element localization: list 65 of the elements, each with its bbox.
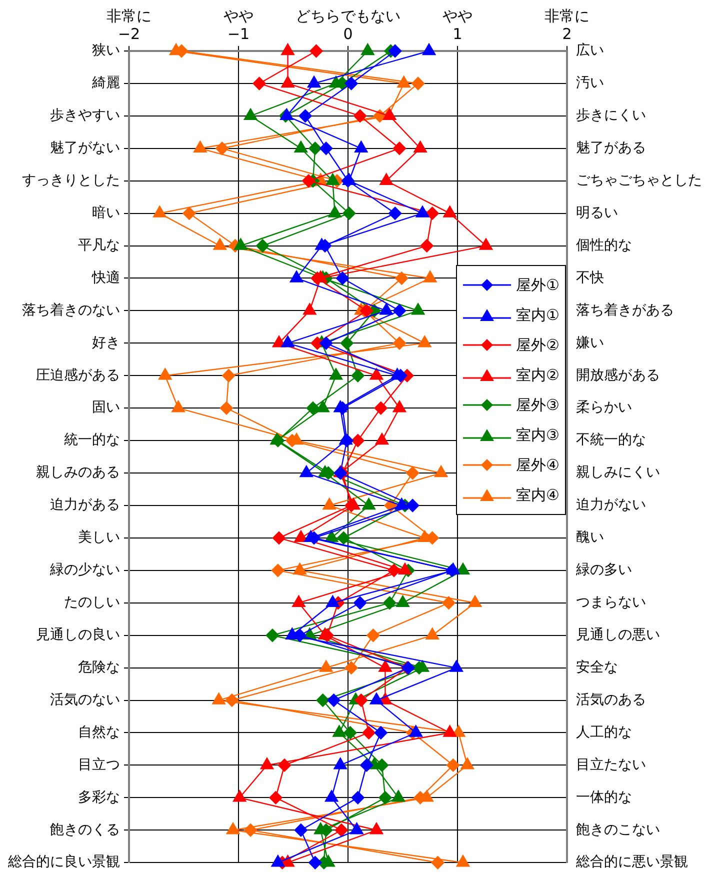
y-tick-label: 狭い — [92, 42, 120, 59]
x-tick-label: やや −1 — [224, 6, 254, 43]
y-tick-label: 好き — [92, 334, 120, 351]
y2-tick-label: 嫌い — [576, 334, 604, 351]
y-tick-label: 危険な — [78, 659, 120, 676]
legend-label: 屋外④ — [516, 456, 560, 475]
y2-tick-label: 一体的な — [576, 789, 632, 806]
y2-tick-label: 安全な — [576, 659, 618, 676]
y2-tick-label: 開放感がある — [576, 367, 660, 384]
y2-tick-label: つまらない — [576, 594, 646, 611]
y2-tick-label: 飽きのこない — [576, 822, 660, 838]
x-tick-label: やや 1 — [442, 6, 472, 43]
y-tick-label: 魅了がない — [50, 140, 120, 156]
x-tick-label: どちらでもない 0 — [296, 6, 400, 43]
y2-tick-label: 明るい — [576, 204, 618, 221]
legend-label: 屋外② — [516, 336, 560, 355]
y-tick-label: 圧迫感がある — [36, 367, 120, 384]
y-tick-label: 落ち着きのない — [22, 302, 120, 318]
y-tick-label: 美しい — [78, 530, 120, 546]
legend-label: 室内④ — [516, 486, 560, 505]
x-tick-label: 非常に 2 — [544, 6, 590, 43]
y2-tick-label: 個性的な — [576, 237, 632, 254]
y-tick-label: 暗い — [92, 204, 120, 221]
y2-tick-label: 迫力がない — [576, 497, 646, 514]
y-tick-label: 緑の少ない — [49, 562, 120, 578]
y2-tick-label: 総合的に悪い景観 — [575, 854, 688, 870]
y-tick-label: すっきりとした — [22, 172, 120, 188]
y2-tick-label: 落ち着きがある — [576, 302, 674, 318]
y-tick-label: 自然な — [78, 724, 120, 740]
y-tick-label: 平凡な — [78, 237, 120, 254]
legend-label: 屋外③ — [516, 396, 560, 415]
legend-label: 室内① — [516, 306, 560, 325]
y2-tick-label: 緑の多い — [575, 562, 632, 578]
y2-tick-label: 歩きにくい — [576, 108, 646, 124]
y-tick-label: 親しみのある — [36, 464, 120, 481]
y-tick-label: 総合的に良い景観 — [7, 854, 120, 870]
y-tick-label: 快適 — [91, 270, 120, 286]
y2-tick-label: 目立たない — [576, 756, 646, 773]
y-tick-label: 見通しの良い — [36, 626, 120, 643]
y-tick-label: 活気のない — [50, 692, 120, 708]
x-tick-label: 非常に −2 — [106, 6, 152, 43]
y-tick-label: 固い — [92, 400, 120, 416]
y-tick-label: 飽きのくる — [50, 822, 120, 838]
y2-tick-label: 不統一的な — [576, 432, 646, 448]
y2-tick-label: 活気のある — [576, 692, 646, 708]
y2-tick-label: 汚い — [576, 75, 604, 92]
y-tick-label: 目立つ — [78, 756, 120, 773]
legend-label: 室内② — [516, 366, 560, 385]
y2-tick-label: 見通しの悪い — [576, 626, 660, 643]
y2-tick-label: 醜い — [576, 530, 604, 546]
y-tick-label: 統一的な — [64, 432, 120, 448]
y2-tick-label: ごちゃごちゃとした — [576, 172, 702, 188]
y2-tick-label: 人工的な — [576, 724, 632, 740]
y2-tick-label: 魅了がある — [576, 140, 646, 156]
y2-tick-label: 広い — [576, 42, 604, 59]
y-tick-label: たのしい — [64, 594, 120, 611]
y2-tick-label: 不快 — [576, 270, 604, 286]
y-tick-label: 綺麗 — [91, 75, 120, 92]
legend-label: 室内③ — [516, 426, 560, 445]
legend-label: 屋外① — [516, 276, 560, 295]
y-tick-label: 迫力がある — [50, 497, 120, 514]
y-tick-label: 歩きやすい — [50, 108, 120, 124]
y-tick-label: 多彩な — [78, 789, 120, 806]
y2-tick-label: 親しみにくい — [576, 464, 660, 481]
y2-tick-label: 柔らかい — [576, 400, 632, 416]
